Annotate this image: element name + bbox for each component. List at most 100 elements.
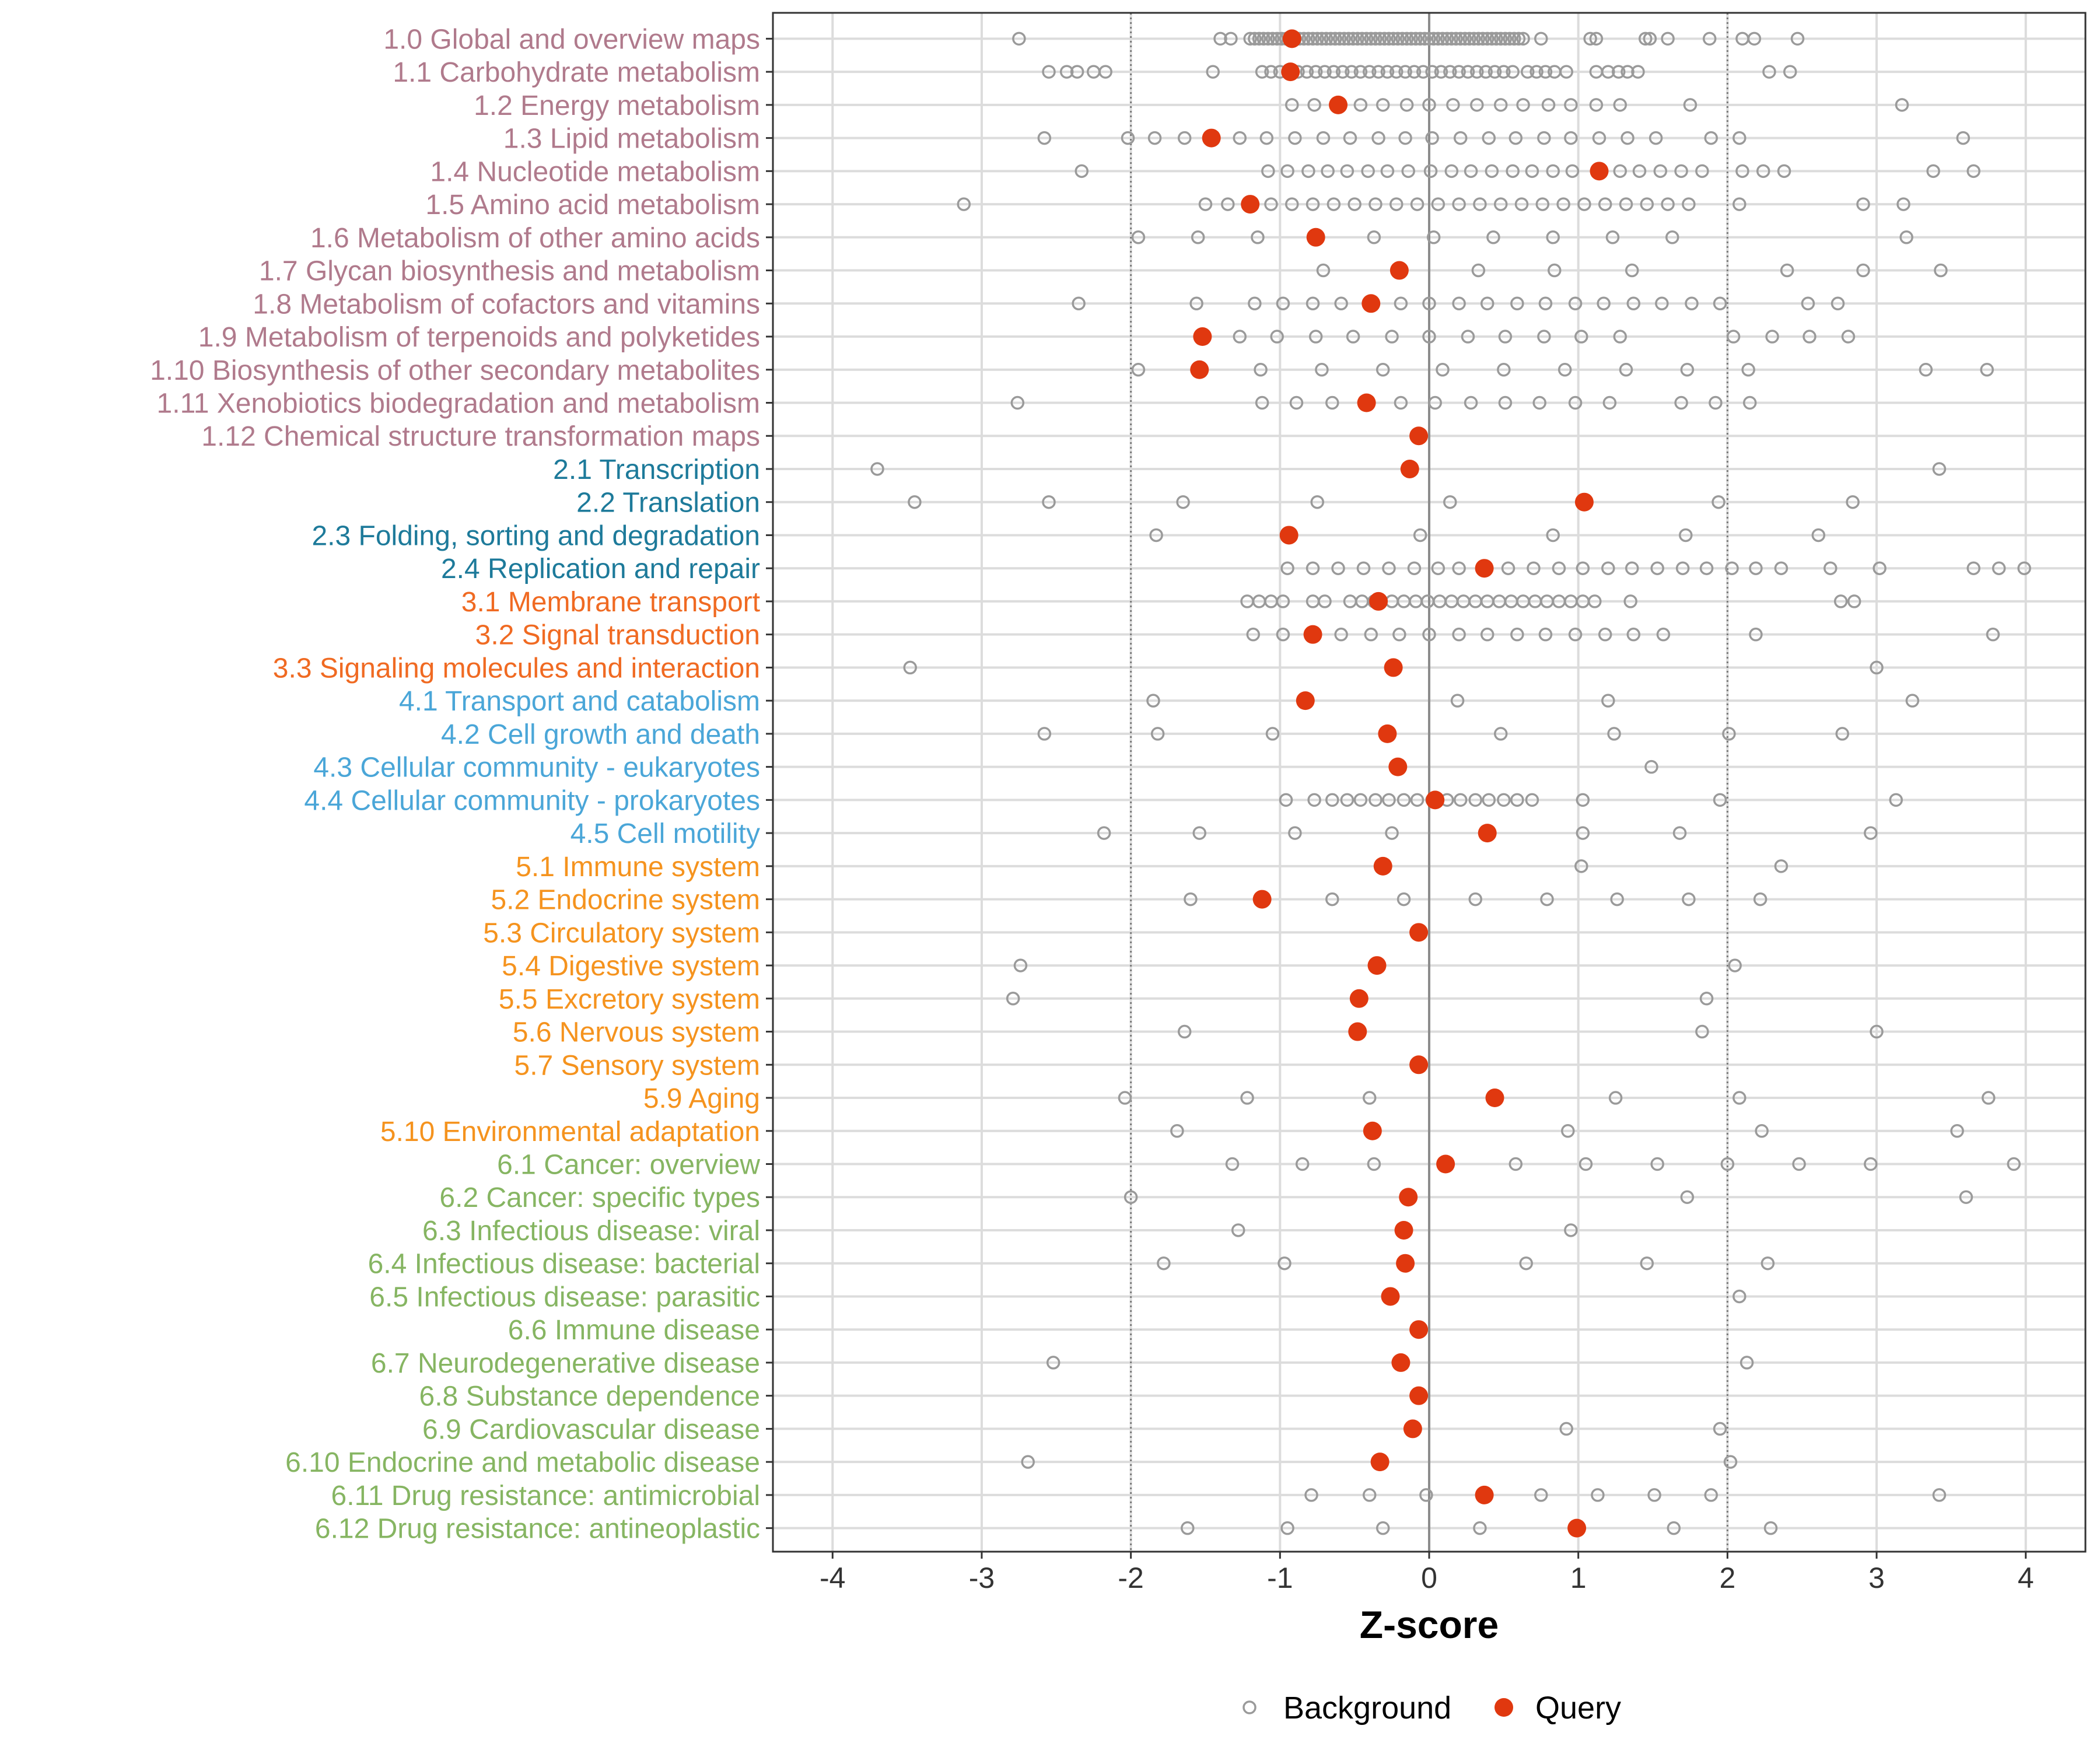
category-label: 6.8 Substance dependence bbox=[419, 1381, 760, 1412]
background-point bbox=[1792, 1157, 1806, 1171]
background-point bbox=[1538, 65, 1553, 79]
background-point bbox=[1992, 561, 2006, 575]
query-point bbox=[1303, 625, 1322, 644]
background-point bbox=[1353, 65, 1368, 79]
background-point bbox=[903, 660, 917, 675]
background-point bbox=[1870, 660, 1884, 675]
background-point bbox=[1675, 561, 1690, 575]
category-label: 4.3 Cellular community - eukaryotes bbox=[313, 752, 760, 783]
query-point bbox=[1282, 29, 1301, 48]
background-point bbox=[1540, 892, 1554, 907]
background-point bbox=[1602, 396, 1617, 410]
background-point bbox=[1959, 1190, 1973, 1204]
background-point bbox=[1497, 363, 1511, 377]
background-point bbox=[1301, 164, 1315, 178]
background-point bbox=[1348, 197, 1362, 211]
background-point bbox=[1661, 32, 1675, 46]
background-point bbox=[1306, 197, 1320, 211]
background-point bbox=[1895, 98, 1909, 112]
background-point bbox=[1568, 296, 1583, 311]
query-point bbox=[1362, 294, 1381, 313]
background-point bbox=[1470, 98, 1484, 112]
background-point bbox=[1074, 164, 1089, 178]
background-point bbox=[1325, 793, 1339, 807]
background-point bbox=[1425, 131, 1439, 145]
query-point bbox=[1279, 526, 1298, 545]
background-point bbox=[1118, 1091, 1132, 1105]
background-point bbox=[1362, 65, 1377, 79]
background-point bbox=[1741, 363, 1755, 377]
background-point bbox=[1371, 65, 1385, 79]
background-point bbox=[1355, 32, 1369, 46]
background-point bbox=[1385, 330, 1399, 344]
background-point bbox=[1308, 65, 1323, 79]
background-point bbox=[1546, 528, 1560, 542]
background-point bbox=[1452, 296, 1466, 311]
background-point bbox=[1398, 131, 1412, 145]
x-tick-label: 0 bbox=[1421, 1562, 1437, 1594]
background-point bbox=[1870, 1024, 1884, 1039]
background-point bbox=[1623, 594, 1637, 608]
background-point bbox=[1534, 32, 1548, 46]
query-point bbox=[1378, 724, 1397, 743]
background-point bbox=[1396, 892, 1411, 907]
background-point bbox=[1695, 1024, 1709, 1039]
background-point bbox=[1598, 627, 1612, 642]
background-point bbox=[1450, 694, 1465, 708]
background-point bbox=[1452, 627, 1466, 642]
background-point bbox=[1265, 32, 1280, 46]
background-point bbox=[1416, 65, 1430, 79]
background-point bbox=[1926, 164, 1940, 178]
background-point bbox=[1476, 32, 1490, 46]
background-point bbox=[1625, 263, 1639, 278]
background-point bbox=[1335, 65, 1350, 79]
background-point bbox=[1021, 1455, 1035, 1469]
background-point bbox=[1538, 296, 1553, 311]
background-point bbox=[1131, 363, 1146, 377]
background-point bbox=[1042, 495, 1056, 509]
category-label: 5.9 Aging bbox=[643, 1083, 760, 1114]
background-point bbox=[1231, 1223, 1245, 1237]
background-point bbox=[1176, 495, 1190, 509]
background-point bbox=[1252, 32, 1266, 46]
background-point bbox=[1480, 32, 1494, 46]
background-point bbox=[1037, 727, 1052, 741]
background-point bbox=[1546, 230, 1560, 244]
background-point bbox=[1576, 561, 1590, 575]
category-label: 5.10 Environmental adaptation bbox=[380, 1116, 760, 1147]
query-point bbox=[1400, 459, 1419, 478]
background-point bbox=[1010, 396, 1025, 410]
category-label: 1.7 Glycan biosynthesis and metabolism bbox=[259, 256, 760, 287]
background-point bbox=[1466, 32, 1481, 46]
background-point bbox=[1037, 131, 1052, 145]
query-point bbox=[1281, 62, 1300, 82]
background-point bbox=[1436, 363, 1450, 377]
background-point bbox=[1537, 330, 1551, 344]
background-point bbox=[1306, 296, 1320, 311]
background-point bbox=[1574, 330, 1588, 344]
background-point bbox=[1307, 793, 1321, 807]
background-point bbox=[1434, 65, 1448, 79]
background-point bbox=[1568, 627, 1583, 642]
background-point bbox=[1265, 727, 1280, 741]
background-point bbox=[1488, 65, 1502, 79]
background-point bbox=[1811, 528, 1826, 542]
query-point bbox=[1349, 989, 1368, 1008]
background-point bbox=[1597, 296, 1611, 311]
background-point bbox=[1340, 793, 1354, 807]
background-point bbox=[1189, 296, 1203, 311]
category-label: 6.5 Infectious disease: parasitic bbox=[369, 1282, 760, 1312]
background-point bbox=[1530, 65, 1544, 79]
background-point bbox=[1735, 164, 1749, 178]
background-point bbox=[1747, 32, 1762, 46]
background-point bbox=[1753, 892, 1768, 907]
background-point bbox=[1146, 694, 1160, 708]
background-point bbox=[1608, 1091, 1623, 1105]
background-point bbox=[1498, 330, 1513, 344]
background-point bbox=[1672, 826, 1687, 840]
background-point bbox=[1576, 826, 1590, 840]
background-point bbox=[1285, 197, 1299, 211]
background-point bbox=[1482, 131, 1496, 145]
background-point bbox=[1650, 561, 1664, 575]
